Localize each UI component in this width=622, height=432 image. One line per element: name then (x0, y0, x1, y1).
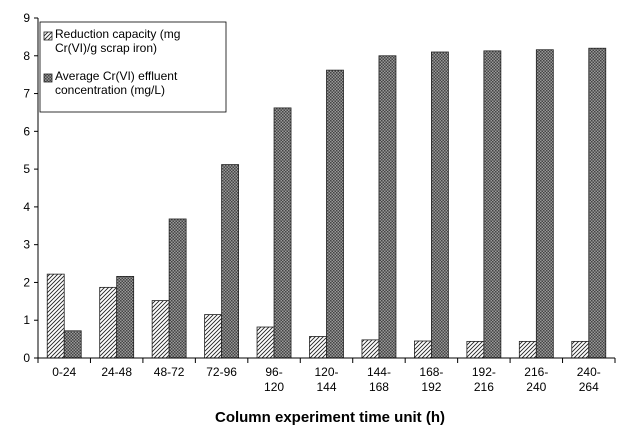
x-tick-label: 120-144 (314, 365, 338, 394)
x-tick-label: 144-168 (367, 365, 391, 394)
bar (414, 340, 432, 359)
x-tick-label: 24-48 (101, 365, 132, 379)
bar (63, 330, 82, 359)
x-tick-label: 240-264 (577, 365, 601, 394)
bar (46, 273, 65, 359)
y-tick-label: 3 (23, 238, 30, 252)
bar (204, 314, 222, 359)
bar (326, 69, 344, 359)
y-tick-label: 4 (23, 200, 30, 214)
legend-swatch (43, 73, 53, 83)
bar (116, 275, 135, 359)
bar (588, 47, 607, 359)
bar (466, 340, 485, 359)
y-tick-label: 1 (23, 313, 30, 327)
bar (221, 164, 239, 359)
x-tick-label: 0-24 (52, 365, 76, 379)
bar (309, 336, 327, 359)
y-tick-label: 8 (23, 49, 30, 63)
y-tick-label: 9 (23, 11, 30, 25)
legend-entry: Average Cr(VI) effluent concentration (m… (55, 69, 178, 97)
bar (99, 286, 118, 359)
bar (571, 340, 590, 359)
legend-label: Reduction capacity (mg Cr(VI)/g scrap ir… (55, 27, 181, 55)
x-tick-label: 216-240 (524, 365, 548, 394)
bar (535, 49, 554, 359)
bar (151, 300, 170, 359)
bar (483, 50, 502, 359)
legend-box (39, 21, 227, 113)
legend-swatch (43, 31, 53, 41)
x-tick-label: 192-216 (472, 365, 496, 394)
y-tick-label: 0 (23, 351, 30, 365)
bar (256, 326, 275, 359)
x-tick-label: 72-96 (206, 365, 237, 379)
x-axis-label: Column experiment time unit (h) (215, 409, 445, 426)
y-tick-label: 5 (23, 162, 30, 176)
bar (431, 51, 449, 359)
x-tick-label: 48-72 (154, 365, 185, 379)
legend-entry: Reduction capacity (mg Cr(VI)/g scrap ir… (55, 27, 181, 55)
bar (518, 340, 537, 359)
y-tick-label: 6 (23, 124, 30, 138)
y-tick-label: 7 (23, 87, 30, 101)
x-tick-label: 168-192 (419, 365, 443, 394)
bar (168, 218, 187, 359)
legend-label: Average Cr(VI) effluent concentration (m… (55, 69, 178, 97)
bar (273, 107, 292, 359)
bar (378, 55, 397, 359)
bar (361, 339, 380, 359)
y-tick-label: 2 (23, 275, 30, 289)
x-tick-label: 96-120 (264, 365, 284, 394)
